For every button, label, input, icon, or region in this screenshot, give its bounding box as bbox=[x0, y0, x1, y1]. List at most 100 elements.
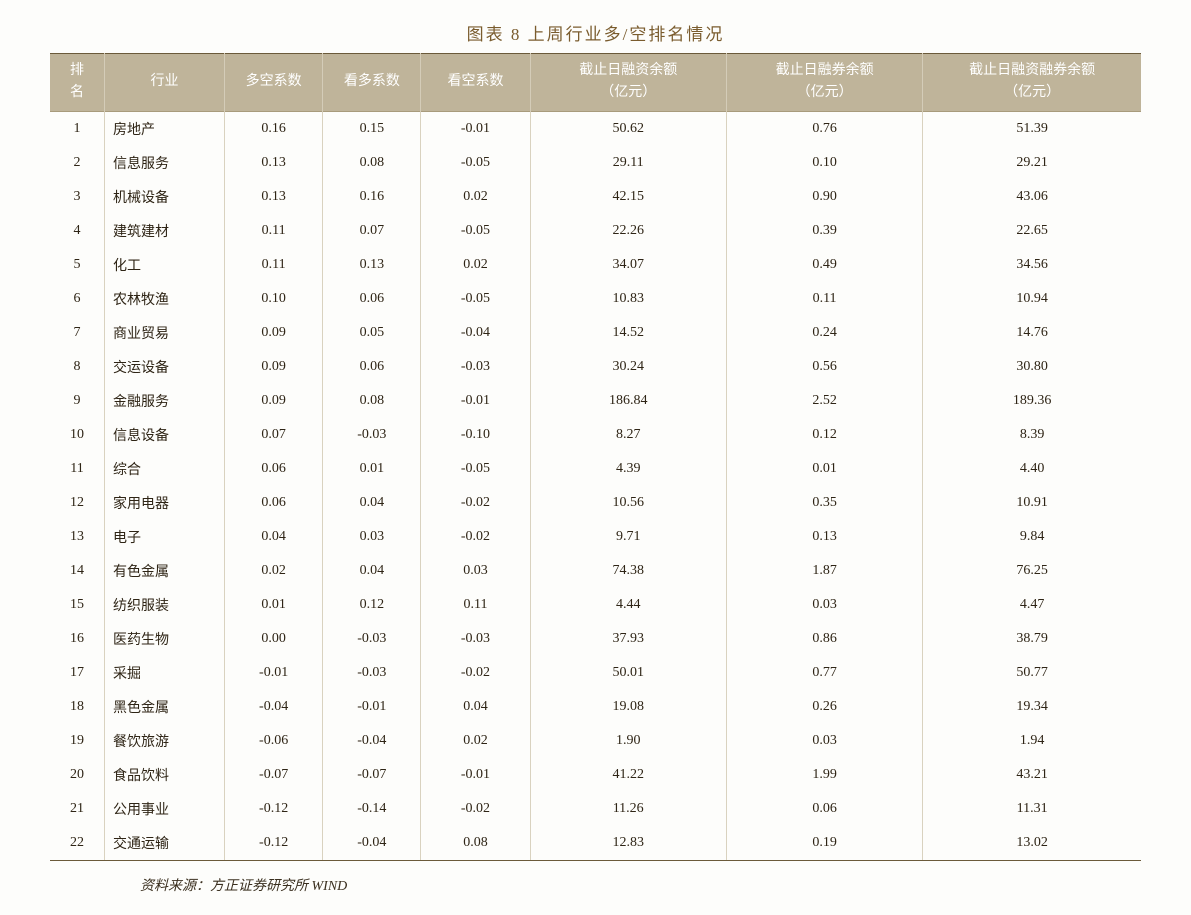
cell-rzrq: 43.06 bbox=[923, 180, 1141, 214]
header-rank-label: 排 名 bbox=[54, 60, 100, 105]
cell-rzrq: 189.36 bbox=[923, 384, 1141, 418]
cell-industry: 商业贸易 bbox=[105, 316, 225, 350]
cell-kdxs: -0.03 bbox=[323, 656, 421, 690]
cell-kkxs: 0.11 bbox=[421, 588, 530, 622]
cell-rank: 18 bbox=[50, 690, 105, 724]
header-rz-l2: （亿元） bbox=[535, 82, 722, 104]
cell-kkxs: -0.05 bbox=[421, 452, 530, 486]
cell-kkxs: -0.02 bbox=[421, 486, 530, 520]
cell-rz: 22.26 bbox=[530, 214, 726, 248]
cell-dkxs: 0.11 bbox=[225, 248, 323, 282]
cell-rq: 0.12 bbox=[726, 418, 922, 452]
cell-kkxs: 0.03 bbox=[421, 554, 530, 588]
header-rz-l1: 截止日融资余额 bbox=[535, 60, 722, 82]
cell-dkxs: 0.07 bbox=[225, 418, 323, 452]
table-row: 19餐饮旅游-0.06-0.040.021.900.031.94 bbox=[50, 724, 1141, 758]
cell-kkxs: -0.02 bbox=[421, 656, 530, 690]
cell-rz: 8.27 bbox=[530, 418, 726, 452]
cell-dkxs: 0.09 bbox=[225, 316, 323, 350]
cell-industry: 信息设备 bbox=[105, 418, 225, 452]
header-rq: 截止日融券余额 （亿元） bbox=[726, 54, 922, 112]
cell-kdxs: 0.05 bbox=[323, 316, 421, 350]
cell-kdxs: 0.15 bbox=[323, 111, 421, 146]
cell-kkxs: -0.05 bbox=[421, 146, 530, 180]
cell-rq: 0.86 bbox=[726, 622, 922, 656]
cell-kkxs: 0.04 bbox=[421, 690, 530, 724]
cell-kkxs: -0.01 bbox=[421, 111, 530, 146]
table-row: 17采掘-0.01-0.03-0.0250.010.7750.77 bbox=[50, 656, 1141, 690]
cell-industry: 农林牧渔 bbox=[105, 282, 225, 316]
cell-rank: 13 bbox=[50, 520, 105, 554]
cell-rank: 21 bbox=[50, 792, 105, 826]
cell-dkxs: -0.04 bbox=[225, 690, 323, 724]
cell-dkxs: -0.12 bbox=[225, 792, 323, 826]
cell-kdxs: 0.08 bbox=[323, 384, 421, 418]
cell-industry: 交通运输 bbox=[105, 826, 225, 861]
cell-rz: 29.11 bbox=[530, 146, 726, 180]
cell-rq: 0.76 bbox=[726, 111, 922, 146]
cell-rank: 1 bbox=[50, 111, 105, 146]
cell-rz: 41.22 bbox=[530, 758, 726, 792]
header-dkxs: 多空系数 bbox=[225, 54, 323, 112]
table-row: 22交通运输-0.12-0.040.0812.830.1913.02 bbox=[50, 826, 1141, 861]
cell-rzrq: 29.21 bbox=[923, 146, 1141, 180]
table-row: 11综合0.060.01-0.054.390.014.40 bbox=[50, 452, 1141, 486]
cell-industry: 金融服务 bbox=[105, 384, 225, 418]
cell-kkxs: -0.02 bbox=[421, 792, 530, 826]
cell-rzrq: 4.47 bbox=[923, 588, 1141, 622]
cell-kkxs: -0.04 bbox=[421, 316, 530, 350]
cell-industry: 机械设备 bbox=[105, 180, 225, 214]
table-row: 18黑色金属-0.04-0.010.0419.080.2619.34 bbox=[50, 690, 1141, 724]
cell-rz: 74.38 bbox=[530, 554, 726, 588]
cell-dkxs: 0.06 bbox=[225, 452, 323, 486]
cell-rank: 22 bbox=[50, 826, 105, 861]
cell-rzrq: 34.56 bbox=[923, 248, 1141, 282]
cell-kdxs: 0.06 bbox=[323, 282, 421, 316]
cell-kdxs: 0.04 bbox=[323, 554, 421, 588]
cell-rz: 19.08 bbox=[530, 690, 726, 724]
cell-rzrq: 22.65 bbox=[923, 214, 1141, 248]
cell-kdxs: 0.04 bbox=[323, 486, 421, 520]
cell-kdxs: 0.08 bbox=[323, 146, 421, 180]
cell-rzrq: 19.34 bbox=[923, 690, 1141, 724]
table-row: 4建筑建材0.110.07-0.0522.260.3922.65 bbox=[50, 214, 1141, 248]
cell-rank: 8 bbox=[50, 350, 105, 384]
cell-kkxs: -0.05 bbox=[421, 214, 530, 248]
cell-kdxs: -0.03 bbox=[323, 622, 421, 656]
cell-rz: 1.90 bbox=[530, 724, 726, 758]
cell-industry: 房地产 bbox=[105, 111, 225, 146]
cell-industry: 有色金属 bbox=[105, 554, 225, 588]
cell-dkxs: -0.01 bbox=[225, 656, 323, 690]
cell-industry: 化工 bbox=[105, 248, 225, 282]
header-rq-l2: （亿元） bbox=[731, 82, 918, 104]
chart-title: 图表 8 上周行业多/空排名情况 bbox=[50, 20, 1141, 45]
data-source: 资料来源：方正证券研究所 WIND bbox=[140, 875, 1141, 895]
table-row: 5化工0.110.130.0234.070.4934.56 bbox=[50, 248, 1141, 282]
cell-kkxs: -0.02 bbox=[421, 520, 530, 554]
cell-dkxs: 0.16 bbox=[225, 111, 323, 146]
cell-dkxs: 0.00 bbox=[225, 622, 323, 656]
cell-dkxs: 0.01 bbox=[225, 588, 323, 622]
cell-rq: 0.03 bbox=[726, 724, 922, 758]
cell-kdxs: 0.03 bbox=[323, 520, 421, 554]
cell-rank: 2 bbox=[50, 146, 105, 180]
cell-rank: 4 bbox=[50, 214, 105, 248]
cell-rzrq: 10.94 bbox=[923, 282, 1141, 316]
cell-kdxs: 0.06 bbox=[323, 350, 421, 384]
cell-rz: 9.71 bbox=[530, 520, 726, 554]
cell-kdxs: -0.07 bbox=[323, 758, 421, 792]
cell-rq: 1.87 bbox=[726, 554, 922, 588]
ranking-table: 排 名 行业 多空系数 看多系数 看空系数 截止日融资余额 （亿元） 截止日融券… bbox=[50, 53, 1141, 861]
cell-rz: 11.26 bbox=[530, 792, 726, 826]
cell-rq: 2.52 bbox=[726, 384, 922, 418]
cell-dkxs: 0.06 bbox=[225, 486, 323, 520]
cell-kkxs: -0.03 bbox=[421, 622, 530, 656]
cell-rq: 0.90 bbox=[726, 180, 922, 214]
cell-kkxs: -0.05 bbox=[421, 282, 530, 316]
header-rz: 截止日融资余额 （亿元） bbox=[530, 54, 726, 112]
cell-rzrq: 10.91 bbox=[923, 486, 1141, 520]
cell-rz: 37.93 bbox=[530, 622, 726, 656]
header-rzrq-l1: 截止日融资融券余额 bbox=[927, 60, 1137, 82]
cell-kkxs: 0.02 bbox=[421, 248, 530, 282]
cell-rz: 14.52 bbox=[530, 316, 726, 350]
